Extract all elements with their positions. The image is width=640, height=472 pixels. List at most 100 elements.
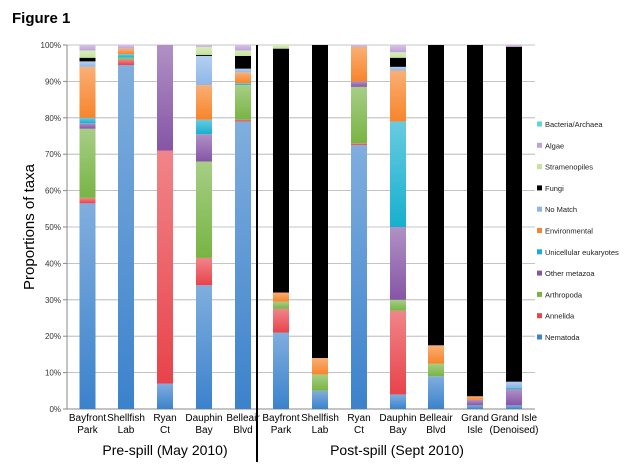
bar-dauphin-bay: [390, 45, 406, 409]
group-label: Pre-spill (May 2010): [102, 442, 227, 458]
legend-label: Fungi: [545, 184, 564, 193]
bar-segment-environmental: [196, 85, 212, 120]
bar-segment-annelida: [157, 150, 173, 384]
bar-segment-stramenopiles: [390, 52, 406, 58]
legend-swatch: [537, 291, 542, 297]
bar-grand-isle-denoised-: [506, 45, 522, 409]
bar-segment-annelida: [235, 119, 251, 122]
bar-belleair-blvd: [428, 45, 444, 409]
bar-segment-algae: [390, 45, 406, 53]
legend-label: Unicellular eukaryotes: [545, 248, 619, 257]
bar-bayfront-park: [79, 45, 96, 409]
x-tick-label: Lab: [312, 425, 329, 436]
bar-segment-algae: [506, 45, 522, 47]
legend-item: Arthropoda: [537, 290, 583, 299]
legend-item: Other metazoa: [537, 269, 595, 278]
x-tick-label: Ryan: [153, 413, 176, 424]
legend-item: Nematoda: [537, 333, 580, 342]
bar-segment-algae: [196, 45, 212, 47]
bar-segment-fungi: [79, 57, 96, 62]
x-tick-label: Ct: [354, 425, 364, 436]
x-tick-label: Park: [271, 425, 293, 436]
bar-segment-other-metazoa: [467, 399, 483, 406]
bar-segment-environmental: [118, 48, 134, 55]
bar-segment-environmental: [428, 345, 444, 364]
bar-segment-other-metazoa: [506, 388, 522, 406]
bar-segment-arthropoda: [118, 57, 134, 60]
bar-shellfish-lab: [312, 45, 328, 409]
bar-segment-nematoda: [235, 121, 251, 409]
bar-segment-environmental: [390, 70, 406, 122]
y-tick-label: 60%: [45, 187, 61, 196]
bar-segment-fungi: [428, 45, 444, 346]
bar-segment-no-match: [79, 61, 96, 67]
bar-segment-no-match: [235, 68, 251, 73]
bar-bayfront-park: [273, 45, 289, 409]
bar-segment-nematoda: [351, 145, 367, 409]
y-tick-label: 80%: [45, 114, 61, 123]
bar-segment-algae: [235, 45, 251, 51]
y-tick-label: 90%: [45, 77, 61, 86]
y-tick-label: 0%: [49, 405, 61, 414]
legend-item: Environmental: [537, 227, 593, 236]
bar-segment-annelida: [351, 143, 367, 146]
group-label: Post-spill (Sept 2010): [330, 442, 464, 458]
legend-item: No Match: [537, 205, 577, 214]
bar-segment-annelida: [390, 310, 406, 395]
bar-segment-no-match: [196, 55, 212, 86]
x-tick-label: Belleair: [419, 413, 453, 424]
bar-shellfish-lab: [118, 45, 134, 410]
bar-segment-no-match: [506, 381, 522, 388]
bar-segment-stramenopiles: [235, 50, 251, 56]
x-tick-label: Park: [77, 425, 99, 436]
x-tick-label: (Denoised): [490, 425, 539, 436]
legend-item: Unicellular eukaryotes: [537, 248, 619, 257]
bar-segment-fungi: [196, 54, 212, 56]
bar-segment-other-metazoa: [351, 81, 367, 87]
x-tick-label: Bayfront: [262, 413, 299, 424]
x-tick-label: Shellfish: [301, 413, 339, 424]
bar-segment-environmental: [351, 46, 367, 82]
bar-segment-unicellular-eukaryotes: [506, 387, 522, 389]
bar-segment-other-metazoa: [79, 123, 96, 129]
bar-segment-arthropoda: [196, 161, 212, 258]
bar-segment-nematoda: [312, 390, 328, 409]
x-tick-label: Dauphin: [379, 413, 416, 424]
legend-label: Arthropoda: [545, 290, 583, 299]
bar-segment-nematoda: [390, 394, 406, 409]
bar-belleair-blvd: [235, 45, 251, 409]
bar-segment-nematoda: [506, 405, 522, 409]
y-axis-label: Proportions of taxa: [21, 163, 38, 290]
bar-segment-algae: [351, 45, 367, 47]
bar-segment-stramenopiles: [196, 46, 212, 55]
bar-segment-arthropoda: [235, 85, 251, 120]
legend-label: Algae: [545, 141, 564, 150]
bar-segment-nematoda: [428, 376, 444, 409]
bar-segment-environmental: [467, 396, 483, 400]
bar-segment-arthropoda: [312, 374, 328, 391]
bar-segment-other-metazoa: [157, 45, 173, 151]
bar-segment-unicellular-eukaryotes: [235, 83, 251, 86]
legend-swatch: [537, 142, 542, 148]
x-tick-label: Shellfish: [107, 413, 145, 424]
bar-segment-unicellular-eukaryotes: [196, 119, 212, 135]
bar-ryan-ct: [157, 45, 173, 409]
legend-label: Nematoda: [545, 333, 580, 342]
x-tick-label: Grand: [461, 413, 489, 424]
bar-segment-environmental: [79, 66, 96, 118]
x-tick-label: Isle: [467, 425, 483, 436]
bar-segment-fungi: [506, 46, 522, 382]
bar-segment-fungi: [312, 45, 328, 359]
x-tick-label: Dauphin: [185, 413, 222, 424]
x-tick-label: Blvd: [233, 425, 252, 436]
legend-swatch: [537, 185, 542, 191]
legend-item: Algae: [537, 141, 564, 150]
legend-swatch: [537, 121, 542, 127]
y-tick-label: 70%: [45, 150, 61, 159]
legend-label: Stramenopiles: [545, 163, 593, 172]
x-tick-label: Grand Isle: [491, 413, 538, 424]
bar-segment-fungi: [467, 45, 483, 397]
x-tick-label: Lab: [118, 425, 135, 436]
legend-label: Environmental: [545, 227, 593, 236]
bar-segment-algae: [79, 45, 96, 51]
